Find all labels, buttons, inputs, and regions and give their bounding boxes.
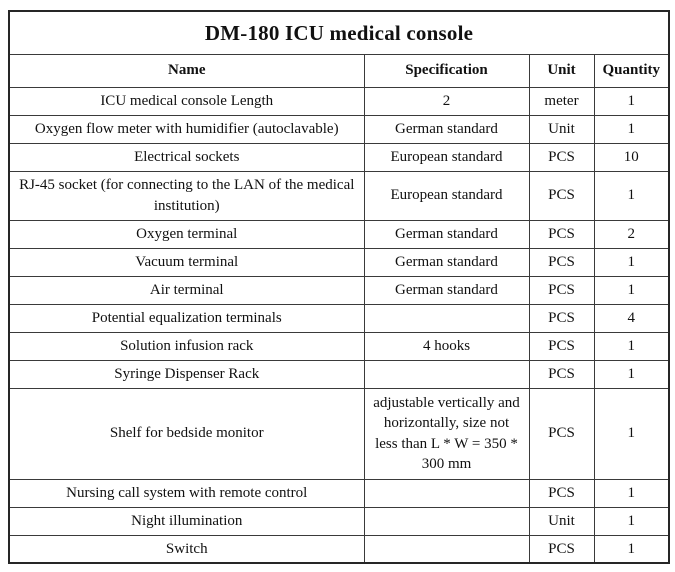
cell-unit: Unit <box>528 114 595 144</box>
cell-unit: meter <box>528 86 595 116</box>
table-row: Switch PCS 1 <box>8 534 670 564</box>
table-row: Solution infusion rack 4 hooks PCS 1 <box>8 331 670 361</box>
cell-name: Syringe Dispenser Rack <box>8 359 365 389</box>
cell-name: Oxygen terminal <box>8 219 365 249</box>
cell-name: Oxygen flow meter with humidifier (autoc… <box>8 114 365 144</box>
cell-specification <box>363 534 530 564</box>
table-row: RJ-45 socket (for connecting to the LAN … <box>8 170 670 221</box>
cell-name: ICU medical console Length <box>8 86 365 116</box>
cell-name: Night illumination <box>8 506 365 536</box>
cell-specification: German standard <box>363 247 530 277</box>
cell-quantity: 1 <box>593 478 670 508</box>
table-row: Air terminal German standard PCS 1 <box>8 275 670 305</box>
cell-specification: adjustable vertically and horizontally, … <box>363 387 530 480</box>
table-row: ICU medical console Length 2 meter 1 <box>8 86 670 116</box>
cell-quantity: 1 <box>593 86 670 116</box>
cell-quantity: 1 <box>593 387 670 480</box>
cell-unit: PCS <box>528 219 595 249</box>
cell-name: Nursing call system with remote control <box>8 478 365 508</box>
cell-quantity: 1 <box>593 359 670 389</box>
table-row: Vacuum terminal German standard PCS 1 <box>8 247 670 277</box>
cell-quantity: 2 <box>593 219 670 249</box>
cell-quantity: 10 <box>593 142 670 172</box>
cell-name: RJ-45 socket (for connecting to the LAN … <box>8 170 365 221</box>
cell-specification: German standard <box>363 114 530 144</box>
cell-name: Vacuum terminal <box>8 247 365 277</box>
table-header-row: Name Specification Unit Quantity <box>8 53 670 88</box>
cell-specification <box>363 359 530 389</box>
cell-unit: PCS <box>528 478 595 508</box>
cell-unit: PCS <box>528 534 595 564</box>
cell-quantity: 4 <box>593 303 670 333</box>
cell-specification: European standard <box>363 170 530 221</box>
table-row: Syringe Dispenser Rack PCS 1 <box>8 359 670 389</box>
cell-unit: PCS <box>528 331 595 361</box>
cell-unit: Unit <box>528 506 595 536</box>
cell-quantity: 1 <box>593 114 670 144</box>
table-row: Oxygen terminal German standard PCS 2 <box>8 219 670 249</box>
column-header-specification: Specification <box>363 53 530 88</box>
spec-table: DM-180 ICU medical console Name Specific… <box>8 10 670 564</box>
cell-quantity: 1 <box>593 506 670 536</box>
cell-name: Potential equalization terminals <box>8 303 365 333</box>
column-header-name: Name <box>8 53 365 88</box>
cell-name: Switch <box>8 534 365 564</box>
table-row: Electrical sockets European standard PCS… <box>8 142 670 172</box>
cell-specification <box>363 506 530 536</box>
cell-specification: 4 hooks <box>363 331 530 361</box>
cell-unit: PCS <box>528 247 595 277</box>
cell-specification: European standard <box>363 142 530 172</box>
table-row: Night illumination Unit 1 <box>8 506 670 536</box>
cell-specification <box>363 303 530 333</box>
cell-unit: PCS <box>528 359 595 389</box>
cell-specification <box>363 478 530 508</box>
cell-name: Solution infusion rack <box>8 331 365 361</box>
column-header-unit: Unit <box>528 53 595 88</box>
table-row: Potential equalization terminals PCS 4 <box>8 303 670 333</box>
cell-unit: PCS <box>528 275 595 305</box>
cell-quantity: 1 <box>593 534 670 564</box>
cell-unit: PCS <box>528 387 595 480</box>
cell-specification: German standard <box>363 275 530 305</box>
cell-unit: PCS <box>528 142 595 172</box>
table-row: Oxygen flow meter with humidifier (autoc… <box>8 114 670 144</box>
table-title: DM-180 ICU medical console <box>8 10 670 55</box>
cell-unit: PCS <box>528 170 595 221</box>
cell-name: Shelf for bedside monitor <box>8 387 365 480</box>
table-row: Shelf for bedside monitor adjustable ver… <box>8 387 670 480</box>
cell-quantity: 1 <box>593 247 670 277</box>
table-title-row: DM-180 ICU medical console <box>8 10 670 55</box>
cell-specification: 2 <box>363 86 530 116</box>
cell-quantity: 1 <box>593 170 670 221</box>
cell-name: Electrical sockets <box>8 142 365 172</box>
cell-name: Air terminal <box>8 275 365 305</box>
table-row: Nursing call system with remote control … <box>8 478 670 508</box>
column-header-quantity: Quantity <box>593 53 670 88</box>
cell-unit: PCS <box>528 303 595 333</box>
cell-quantity: 1 <box>593 331 670 361</box>
cell-quantity: 1 <box>593 275 670 305</box>
cell-specification: German standard <box>363 219 530 249</box>
